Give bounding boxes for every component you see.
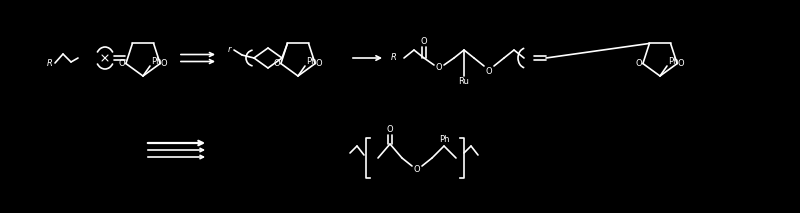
Text: O: O <box>118 59 125 68</box>
Text: Ph: Ph <box>438 134 450 144</box>
Text: O: O <box>678 59 685 68</box>
Text: O: O <box>414 164 420 174</box>
Text: O: O <box>161 59 167 68</box>
Text: O: O <box>274 59 280 68</box>
Text: O: O <box>436 63 442 72</box>
Text: r: r <box>227 45 230 53</box>
Text: Ru: Ru <box>458 78 470 86</box>
Text: O: O <box>486 66 492 75</box>
Text: O: O <box>386 125 394 134</box>
Text: Ph: Ph <box>668 56 678 66</box>
Text: Ph: Ph <box>306 56 316 66</box>
Text: O: O <box>421 37 427 46</box>
Text: R: R <box>47 59 53 68</box>
Text: R: R <box>391 53 397 62</box>
Text: O: O <box>635 59 642 68</box>
Text: Ph: Ph <box>150 56 162 66</box>
Text: O: O <box>316 59 322 68</box>
